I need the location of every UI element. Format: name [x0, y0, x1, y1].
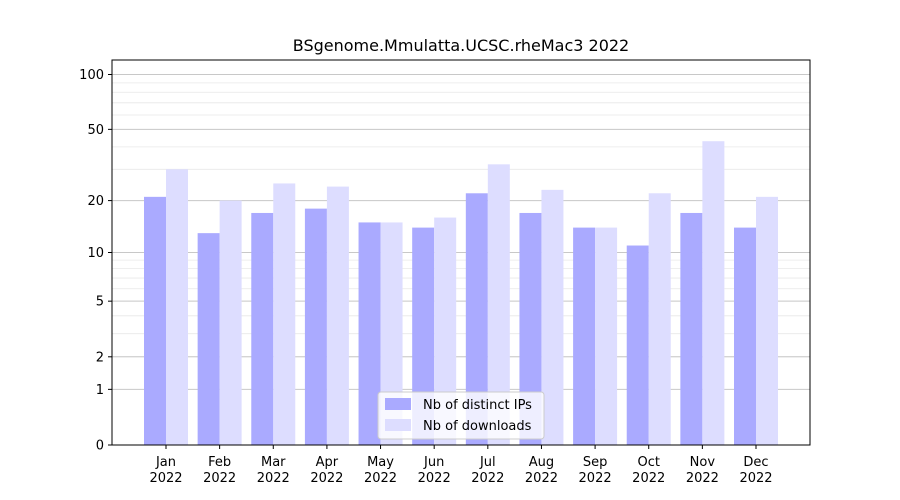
bar-distinct-ips-oct [626, 245, 649, 445]
x-tick-label-month: May [367, 455, 394, 470]
x-axis: Jan2022Feb2022Mar2022Apr2022May2022Jun20… [149, 445, 773, 486]
chart-title: BSgenome.Mmulatta.UCSC.rheMac3 2022 [293, 36, 629, 55]
bar-downloads-apr [326, 186, 349, 445]
y-tick-label: 10 [87, 246, 104, 261]
bars [144, 141, 778, 446]
bar-downloads-oct [648, 193, 671, 445]
legend: Nb of distinct IPs Nb of downloads [377, 391, 545, 440]
x-tick-label-year: 2022 [579, 471, 612, 486]
bar-downloads-sep [595, 227, 618, 445]
x-tick-label-year: 2022 [686, 471, 719, 486]
y-axis: 0 1 2 5 10 20 50 100 [79, 68, 112, 454]
x-tick-label-month: Oct [637, 455, 659, 470]
x-tick-label-month: Sep [583, 455, 608, 470]
bar-distinct-ips-may [358, 222, 381, 445]
x-tick-label-year: 2022 [310, 471, 343, 486]
y-tick-label: 50 [87, 123, 104, 138]
bar-downloads-jul [487, 164, 510, 445]
y-tick-label: 2 [96, 350, 104, 365]
bar-distinct-ips-jun [412, 227, 435, 445]
legend-label-distinct-ips: Nb of distinct IPs [423, 398, 532, 413]
x-tick-label-month: Jun [423, 455, 444, 470]
x-tick-label-month: Mar [261, 455, 286, 470]
bar-distinct-ips-jan [144, 196, 166, 445]
legend-label-downloads: Nb of downloads [423, 419, 532, 434]
bar-distinct-ips-mar [251, 212, 274, 445]
bar-downloads-jun [434, 217, 457, 445]
bar-downloads-nov [702, 141, 725, 446]
x-tick-label-year: 2022 [364, 471, 397, 486]
bar-downloads-jan [166, 169, 188, 445]
x-tick-label-year: 2022 [418, 471, 451, 486]
y-tick-label: 5 [96, 295, 104, 310]
x-tick-label-month: Aug [529, 455, 554, 470]
y-tick-label: 20 [87, 194, 104, 209]
y-tick-label: 100 [79, 68, 104, 83]
bar-distinct-ips-sep [573, 227, 596, 445]
x-tick-label-month: Nov [690, 455, 716, 470]
x-tick-label-year: 2022 [257, 471, 290, 486]
legend-swatch-distinct-ips [385, 398, 411, 410]
x-tick-label-month: Dec [743, 455, 768, 470]
x-tick-label-year: 2022 [471, 471, 504, 486]
y-tick-label: 0 [96, 439, 104, 454]
bar-distinct-ips-jul [465, 193, 488, 445]
legend-box [377, 391, 545, 440]
bar-downloads-mar [273, 183, 296, 445]
x-tick-label-year: 2022 [632, 471, 665, 486]
x-tick-label-month: Apr [316, 455, 339, 470]
bar-distinct-ips-nov [680, 212, 703, 445]
x-tick-label-year: 2022 [525, 471, 558, 486]
x-tick-label-month: Jan [155, 455, 176, 470]
bar-downloads-feb [219, 200, 242, 445]
bar-downloads-aug [541, 189, 564, 445]
bar-downloads-dec [756, 196, 778, 445]
bar-distinct-ips-aug [519, 212, 542, 445]
x-tick-label-year: 2022 [739, 471, 772, 486]
x-tick-label-month: Feb [208, 455, 231, 470]
x-tick-label-month: Jul [479, 455, 496, 470]
bar-distinct-ips-feb [197, 233, 220, 445]
bar-distinct-ips-dec [734, 227, 756, 445]
y-tick-label: 1 [96, 383, 104, 398]
bar-distinct-ips-apr [304, 208, 327, 445]
legend-swatch-downloads [385, 419, 411, 431]
bar-downloads-may [380, 222, 403, 445]
x-tick-label-year: 2022 [203, 471, 236, 486]
x-tick-label-year: 2022 [149, 471, 182, 486]
